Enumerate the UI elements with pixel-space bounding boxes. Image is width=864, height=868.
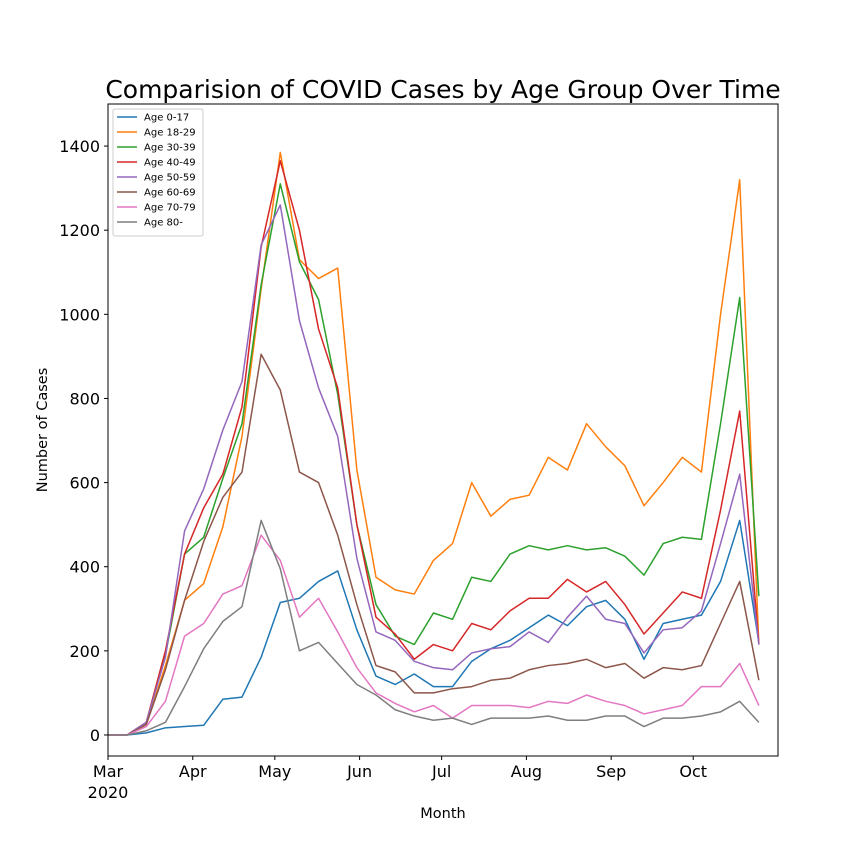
series-line-1 bbox=[108, 151, 760, 736]
plot-frame bbox=[107, 103, 779, 757]
legend-label-2: Age 30-39 bbox=[144, 143, 196, 154]
y-tick-label-0: 0 bbox=[90, 726, 100, 745]
y-tick-label-7: 1400 bbox=[59, 137, 100, 156]
series-line-7 bbox=[108, 519, 760, 736]
y-tick-label-6: 1200 bbox=[59, 221, 100, 240]
series-line-6 bbox=[108, 534, 760, 736]
legend-label-0: Age 0-17 bbox=[144, 113, 189, 124]
x-tick-label-3: Jun bbox=[346, 762, 372, 781]
x-tick-label-1: Apr bbox=[179, 762, 207, 781]
y-tick-label-3: 600 bbox=[69, 474, 100, 493]
x-axis-label: Month bbox=[420, 806, 465, 822]
x-tick-label-2: May bbox=[258, 762, 291, 781]
legend-label-4: Age 50-59 bbox=[144, 173, 196, 184]
legend-label-7: Age 80- bbox=[144, 218, 183, 229]
series-line-5 bbox=[108, 353, 760, 736]
legend-label-3: Age 40-49 bbox=[144, 158, 196, 169]
legend-label-6: Age 70-79 bbox=[144, 203, 196, 214]
series-line-0 bbox=[108, 519, 760, 736]
series-line-4 bbox=[108, 204, 760, 736]
x-tick-label-6: Sep bbox=[596, 762, 626, 781]
x-tick-label-5: Aug bbox=[511, 762, 542, 781]
x-tick-label-0: Mar bbox=[93, 762, 124, 781]
x-tick-label-7: Oct bbox=[679, 762, 707, 781]
y-tick-label-2: 400 bbox=[69, 558, 100, 577]
legend-label-1: Age 18-29 bbox=[144, 128, 196, 139]
y-tick-label-5: 1000 bbox=[59, 305, 100, 324]
legend-label-5: Age 60-69 bbox=[144, 188, 196, 199]
chart-title: Comparision of COVID Cases by Age Group … bbox=[105, 75, 780, 104]
series-layer bbox=[108, 151, 760, 736]
legend-box bbox=[112, 108, 204, 237]
x-tick-sublabel-0: 2020 bbox=[88, 783, 129, 802]
y-tick-label-4: 800 bbox=[69, 389, 100, 408]
series-line-2 bbox=[108, 183, 760, 736]
y-axis-label: Number of Cases bbox=[35, 368, 51, 492]
legend: Age 0-17 Age 18-29 Age 30-39 Age 40-49 Age 5… bbox=[112, 108, 204, 237]
x-axis: Mar 2020 Apr May Jun Jul Aug Sep Oct bbox=[88, 756, 707, 802]
x-tick-label-4: Jul bbox=[431, 762, 451, 781]
series-line-3 bbox=[108, 160, 760, 736]
y-axis: 0 200 400 600 800 1000 1200 1400 bbox=[59, 137, 108, 745]
y-tick-label-1: 200 bbox=[69, 642, 100, 661]
